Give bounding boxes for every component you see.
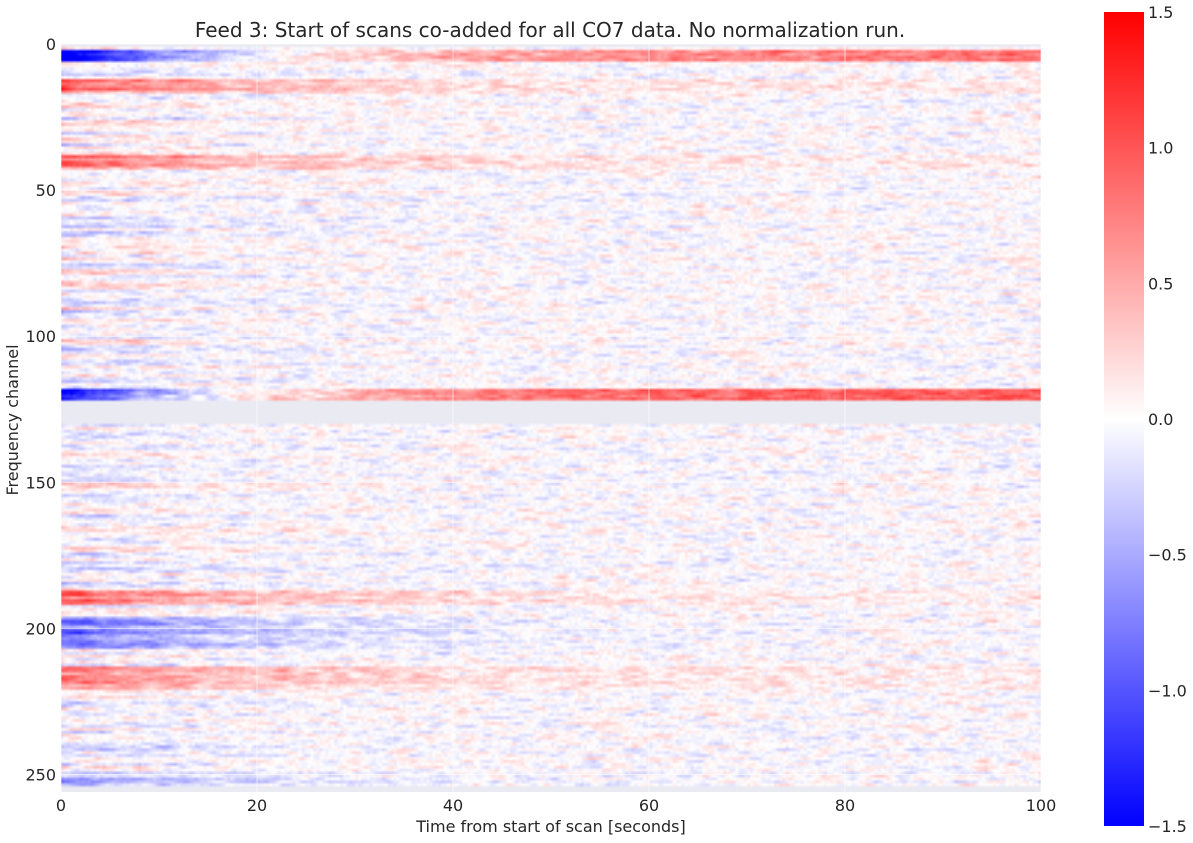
y-tick-label: 150 bbox=[25, 473, 56, 492]
colorbar-tick-label: −1.5 bbox=[1148, 817, 1187, 836]
y-tick-label: 250 bbox=[25, 765, 56, 784]
y-axis-label: Frequency channel bbox=[3, 344, 22, 495]
y-tick-label: 0 bbox=[46, 35, 56, 54]
x-tick-label: 40 bbox=[443, 796, 463, 815]
colorbar-tick-label: 0.5 bbox=[1148, 274, 1173, 293]
colorbar-tick-label: 1.0 bbox=[1148, 139, 1173, 158]
chart-title: Feed 3: Start of scans co-added for all … bbox=[195, 18, 905, 42]
x-axis-label: Time from start of scan [seconds] bbox=[415, 817, 685, 836]
x-tick-label: 20 bbox=[247, 796, 267, 815]
colorbar bbox=[1104, 12, 1144, 826]
colorbar-tick-label: −0.5 bbox=[1148, 546, 1187, 565]
colorbar-tick-label: −1.0 bbox=[1148, 681, 1187, 700]
grid-lines bbox=[60, 43, 1042, 792]
x-tick-label: 0 bbox=[56, 796, 66, 815]
x-tick-label: 80 bbox=[835, 796, 855, 815]
colorbar-ticks: 1.5 1.0 0.5 0.0 −0.5 −1.0 −1.5 bbox=[1148, 3, 1187, 836]
y-tick-label: 200 bbox=[25, 619, 56, 638]
y-axis-ticks: 0 50 100 150 200 250 bbox=[25, 35, 56, 784]
x-tick-label: 60 bbox=[639, 796, 659, 815]
heatmap-image bbox=[61, 44, 1041, 792]
colorbar-tick-label: 1.5 bbox=[1148, 3, 1173, 22]
y-tick-label: 100 bbox=[25, 327, 56, 346]
x-axis-ticks: 0 20 40 60 80 100 bbox=[56, 796, 1056, 815]
colorbar-tick-label: 0.0 bbox=[1148, 410, 1173, 429]
x-tick-label: 100 bbox=[1026, 796, 1057, 815]
y-tick-label: 50 bbox=[36, 181, 56, 200]
